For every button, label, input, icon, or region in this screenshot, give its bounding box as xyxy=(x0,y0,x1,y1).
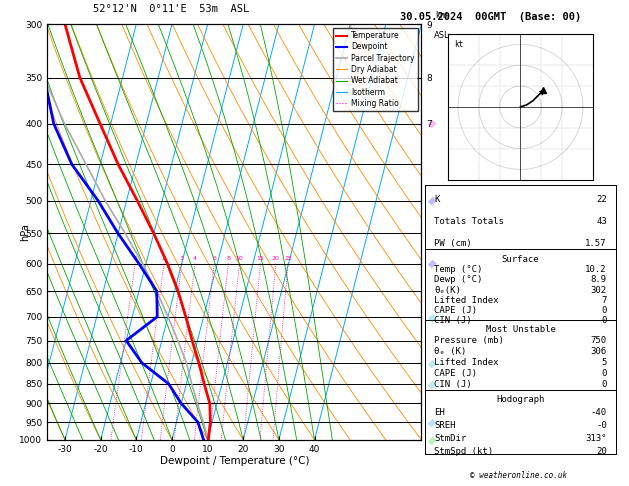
Text: CIN (J): CIN (J) xyxy=(434,316,472,325)
Text: ||||: |||| xyxy=(428,119,437,128)
Bar xyxy=(425,185,616,249)
Text: 30.05.2024  00GMT  (Base: 00): 30.05.2024 00GMT (Base: 00) xyxy=(400,12,581,22)
Text: 52°12'N  0°11'E  53m  ASL: 52°12'N 0°11'E 53m ASL xyxy=(92,4,249,14)
Text: Most Unstable: Most Unstable xyxy=(486,325,555,334)
Text: Pressure (mb): Pressure (mb) xyxy=(434,336,504,345)
Text: EH: EH xyxy=(434,408,445,417)
Text: 22: 22 xyxy=(596,195,607,205)
Text: StmSpd (kt): StmSpd (kt) xyxy=(434,447,493,456)
Text: ASL: ASL xyxy=(434,31,450,39)
Text: CAPE (J): CAPE (J) xyxy=(434,306,477,315)
Text: 4: 4 xyxy=(193,257,197,261)
Text: 25: 25 xyxy=(284,257,292,261)
Text: ||||: |||| xyxy=(428,435,437,445)
Text: 750: 750 xyxy=(591,336,607,345)
X-axis label: Dewpoint / Temperature (°C): Dewpoint / Temperature (°C) xyxy=(160,456,309,467)
Text: Mixing Ratio (g/kg): Mixing Ratio (g/kg) xyxy=(465,189,475,275)
Text: CAPE (J): CAPE (J) xyxy=(434,369,477,378)
Text: 20: 20 xyxy=(272,257,280,261)
Text: © weatheronline.co.uk: © weatheronline.co.uk xyxy=(470,471,567,480)
Text: 302: 302 xyxy=(591,286,607,295)
Text: 306: 306 xyxy=(591,347,607,356)
Text: hPa: hPa xyxy=(19,223,30,241)
Text: -40: -40 xyxy=(591,408,607,417)
Text: 2: 2 xyxy=(162,257,166,261)
Text: 10.2: 10.2 xyxy=(586,265,607,274)
Text: ||||: |||| xyxy=(428,259,437,268)
Text: 1.57: 1.57 xyxy=(586,239,607,248)
Text: 7: 7 xyxy=(601,296,607,305)
Text: 0: 0 xyxy=(601,369,607,378)
Bar xyxy=(425,320,616,390)
Text: km: km xyxy=(435,11,448,20)
Text: ||||: |||| xyxy=(428,196,437,206)
Text: kt: kt xyxy=(454,40,463,49)
Text: 0: 0 xyxy=(601,316,607,325)
Text: 313°: 313° xyxy=(586,434,607,443)
Text: θₑ (K): θₑ (K) xyxy=(434,347,467,356)
Text: PW (cm): PW (cm) xyxy=(434,239,472,248)
Text: 8.9: 8.9 xyxy=(591,275,607,284)
Text: 43: 43 xyxy=(596,217,607,226)
Text: 0: 0 xyxy=(601,306,607,315)
Text: 3: 3 xyxy=(180,257,184,261)
Bar xyxy=(425,249,616,320)
Text: Lifted Index: Lifted Index xyxy=(434,358,499,367)
Text: 5: 5 xyxy=(601,358,607,367)
Text: ||||: |||| xyxy=(428,379,437,388)
Text: ||||: |||| xyxy=(428,312,437,322)
Text: Temp (°C): Temp (°C) xyxy=(434,265,482,274)
Text: LCL: LCL xyxy=(425,429,440,438)
Text: Lifted Index: Lifted Index xyxy=(434,296,499,305)
Text: Hodograph: Hodograph xyxy=(496,395,545,404)
Text: 10: 10 xyxy=(236,257,243,261)
Bar xyxy=(425,390,616,454)
Text: Surface: Surface xyxy=(502,255,539,264)
Text: K: K xyxy=(434,195,440,205)
Text: θₑ(K): θₑ(K) xyxy=(434,286,461,295)
Text: Dewp (°C): Dewp (°C) xyxy=(434,275,482,284)
Text: SREH: SREH xyxy=(434,421,455,430)
Legend: Temperature, Dewpoint, Parcel Trajectory, Dry Adiabat, Wet Adiabat, Isotherm, Mi: Temperature, Dewpoint, Parcel Trajectory… xyxy=(333,28,418,111)
Text: CIN (J): CIN (J) xyxy=(434,380,472,389)
Text: -0: -0 xyxy=(596,421,607,430)
Text: ||||: |||| xyxy=(428,417,437,427)
Text: 8: 8 xyxy=(226,257,230,261)
Text: 15: 15 xyxy=(257,257,264,261)
Text: 20: 20 xyxy=(596,447,607,456)
Text: 6: 6 xyxy=(212,257,216,261)
Text: 1: 1 xyxy=(133,257,137,261)
Text: 0: 0 xyxy=(601,380,607,389)
Text: Totals Totals: Totals Totals xyxy=(434,217,504,226)
Text: ||||: |||| xyxy=(428,358,437,367)
Text: StmDir: StmDir xyxy=(434,434,467,443)
